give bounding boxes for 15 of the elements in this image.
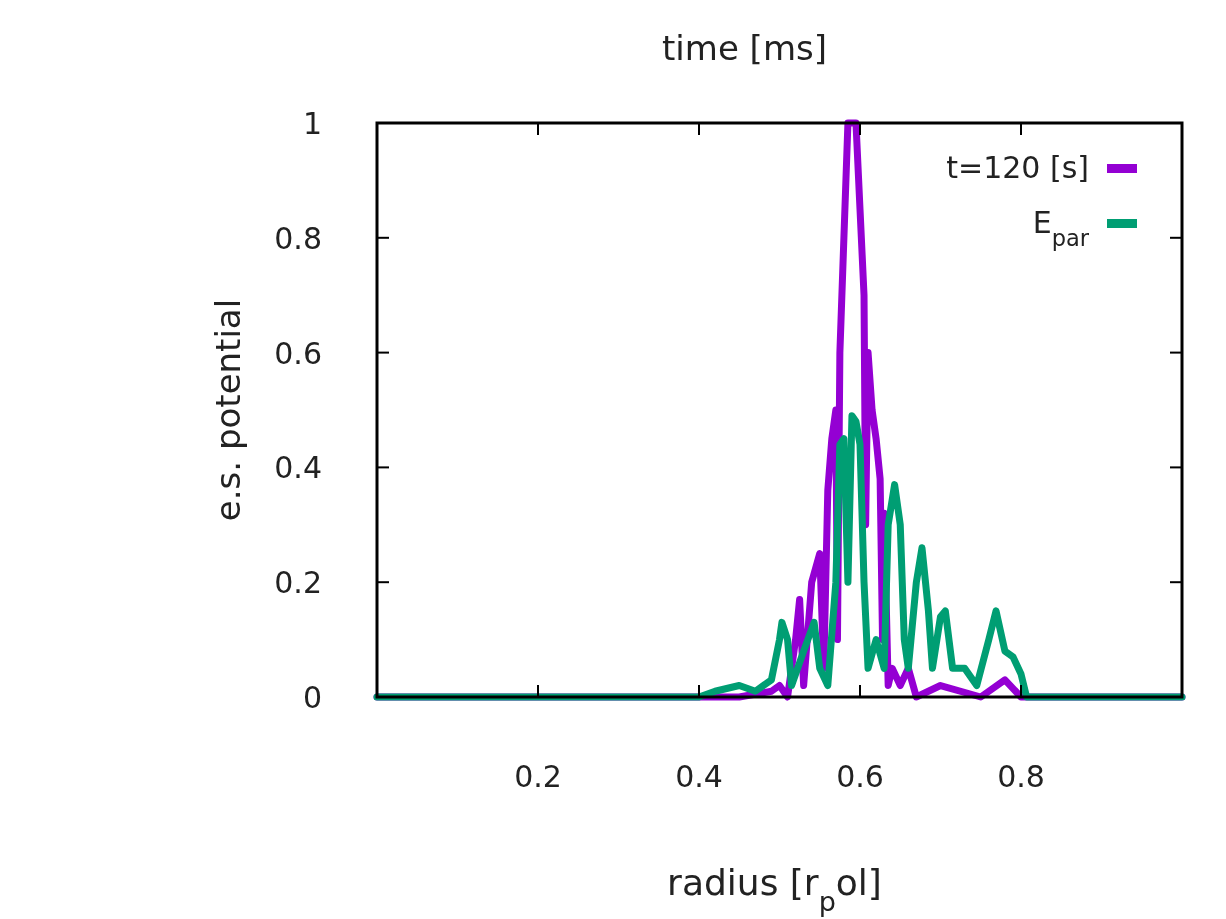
y-axis-title: e.s. potential: [208, 298, 248, 522]
x-axis-title: radius [r$_{p}$ol]: [667, 862, 882, 917]
chart-title: time [ms]: [662, 28, 827, 68]
legend-label: t=120 [s]: [946, 150, 1089, 185]
y-tick-label: 0.6: [274, 335, 322, 371]
x-tick-label: 0.2: [514, 759, 562, 794]
y-tick-label: 0.8: [274, 220, 322, 256]
y-tick-label: 0.4: [274, 450, 322, 486]
x-tick-label: 0.4: [675, 759, 723, 794]
y-tick-label: 0: [302, 680, 322, 715]
x-tick-label: 0.6: [836, 759, 884, 794]
y-tick-label: 0.2: [274, 565, 322, 601]
legend-label: E$_{par}$: [1032, 205, 1090, 251]
x-tick-label: 0.8: [997, 759, 1045, 794]
y-tick-label: 1: [302, 106, 322, 141]
